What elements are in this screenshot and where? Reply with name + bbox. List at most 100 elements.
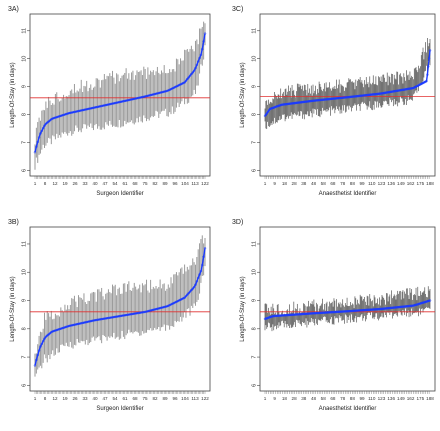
estimate-point bbox=[317, 311, 320, 315]
estimate-point bbox=[296, 101, 299, 104]
panel-3b: 3B) 6 7 8 9 10 11 Length-Of-Stay (in days) 1 8 12… bbox=[0, 215, 220, 431]
estimate-point bbox=[281, 103, 284, 106]
estimate-point bbox=[297, 313, 301, 316]
estimate-point bbox=[350, 95, 353, 99]
y-tick-label: 9 bbox=[251, 85, 257, 88]
estimate-point bbox=[314, 311, 317, 315]
estimate-point bbox=[323, 311, 326, 314]
y-tick-label: 10 bbox=[21, 269, 27, 275]
interval-bars bbox=[264, 286, 431, 332]
estimate-point bbox=[284, 103, 288, 106]
estimate-point bbox=[402, 305, 406, 308]
estimate-point bbox=[338, 310, 341, 313]
estimate-point bbox=[317, 98, 321, 102]
x-tick-label: 47 bbox=[102, 181, 108, 186]
estimate-point bbox=[305, 100, 309, 103]
estimate-point bbox=[191, 287, 194, 290]
estimate-point bbox=[324, 311, 328, 314]
estimate-point bbox=[105, 103, 109, 107]
x-tick-label: 40 bbox=[92, 396, 98, 401]
y-tick-label: 7 bbox=[21, 141, 27, 144]
estimate-point bbox=[353, 95, 357, 98]
estimate-point bbox=[103, 104, 106, 107]
y-axis-label: Length-Of-Stay (in days) bbox=[10, 62, 16, 127]
y-tick-label: 6 bbox=[251, 169, 257, 172]
estimate-point bbox=[188, 74, 192, 77]
estimate-point bbox=[148, 94, 151, 97]
estimate-point bbox=[289, 313, 293, 317]
estimate-point bbox=[35, 145, 38, 148]
estimate-point bbox=[82, 321, 86, 324]
estimate-point bbox=[312, 99, 316, 102]
x-tick-label: 175 bbox=[416, 396, 424, 401]
estimate-point bbox=[123, 99, 126, 103]
estimate-point bbox=[296, 313, 300, 316]
estimate-point bbox=[379, 92, 383, 95]
estimate-point bbox=[303, 312, 306, 316]
estimate-point bbox=[131, 312, 135, 316]
interval-bars bbox=[34, 21, 206, 170]
estimate-point bbox=[366, 93, 370, 97]
estimate-point bbox=[133, 97, 136, 101]
estimate-point bbox=[283, 103, 286, 106]
y-tick-label: 9 bbox=[21, 299, 27, 302]
estimate-point bbox=[165, 305, 169, 308]
estimate-point bbox=[305, 312, 309, 315]
x-tick-label: 19 bbox=[62, 396, 68, 401]
estimate-point bbox=[285, 313, 289, 317]
y-tick-label: 8 bbox=[251, 113, 257, 116]
y-tick-label: 6 bbox=[21, 169, 27, 172]
estimate-point bbox=[290, 313, 294, 316]
estimate-point bbox=[70, 324, 73, 327]
estimate-point bbox=[427, 57, 431, 60]
x-tick-label: 149 bbox=[397, 396, 405, 401]
x-tick-label: 113 bbox=[191, 396, 199, 401]
estimate-point bbox=[58, 327, 61, 331]
panel-3d: 3D) 6 7 8 9 10 11 Length-Of-Stay (in days) 1 9 18… bbox=[220, 215, 440, 431]
x-tick-label: 96 bbox=[172, 396, 178, 401]
estimate-point bbox=[139, 311, 143, 314]
estimate-point bbox=[333, 310, 337, 314]
estimate-point bbox=[318, 98, 322, 102]
estimate-point bbox=[61, 327, 64, 330]
estimate-point bbox=[358, 309, 361, 312]
estimate-point bbox=[84, 321, 87, 324]
estimate-point bbox=[183, 81, 186, 84]
estimate-point bbox=[354, 309, 357, 312]
estimate-point bbox=[58, 115, 61, 118]
estimate-point bbox=[88, 107, 91, 110]
x-tick-label: 175 bbox=[416, 181, 424, 186]
estimate-point bbox=[116, 315, 120, 318]
estimate-point bbox=[86, 107, 90, 111]
estimate-point bbox=[352, 95, 356, 98]
estimate-point bbox=[180, 82, 184, 85]
estimate-point bbox=[160, 91, 163, 94]
estimate-point bbox=[112, 315, 116, 319]
estimate-point bbox=[141, 311, 144, 314]
estimate-point bbox=[410, 304, 413, 307]
estimate-point bbox=[56, 328, 60, 331]
estimate-point bbox=[325, 98, 329, 101]
x-tick-label: 162 bbox=[407, 181, 415, 186]
estimate-point bbox=[332, 97, 336, 100]
y-tick-label: 9 bbox=[251, 299, 257, 302]
estimate-point bbox=[62, 113, 65, 117]
x-tick-label: 33 bbox=[82, 396, 88, 401]
estimate-point bbox=[363, 94, 366, 97]
estimate-point bbox=[379, 307, 383, 311]
estimate-point bbox=[96, 105, 99, 109]
estimate-point bbox=[277, 314, 281, 317]
estimate-point bbox=[340, 310, 344, 313]
estimate-point bbox=[162, 90, 166, 93]
estimate-point bbox=[370, 308, 373, 311]
estimate-point bbox=[328, 97, 331, 101]
estimate-point bbox=[126, 313, 129, 317]
x-tick-label: 18 bbox=[282, 396, 288, 401]
estimate-point bbox=[65, 112, 68, 116]
estimate-point bbox=[369, 93, 372, 96]
estimate-point bbox=[148, 309, 151, 313]
estimate-point bbox=[161, 90, 165, 94]
x-tick-label: 33 bbox=[82, 181, 88, 186]
estimate-point bbox=[36, 140, 39, 144]
